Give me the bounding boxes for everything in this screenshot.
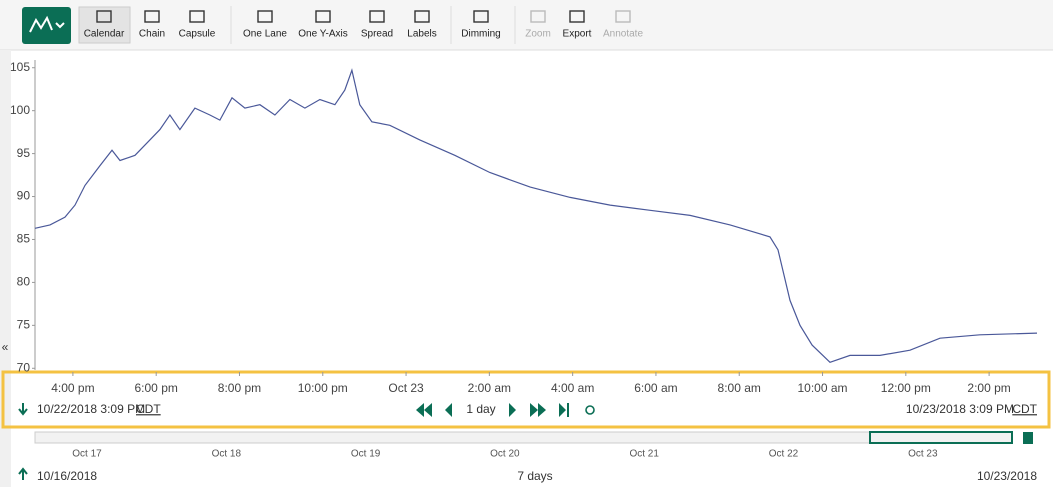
navigator-tick-label: Oct 19	[351, 449, 381, 460]
chart-type-button[interactable]	[22, 7, 71, 44]
dropdown-icon	[55, 22, 65, 29]
x-tick-label: 6:00 pm	[135, 381, 178, 395]
x-tick-label: 10:00 pm	[298, 381, 348, 395]
collapse-icon: «	[2, 340, 9, 354]
navigator-tick-label: Oct 22	[769, 449, 799, 460]
selected-button-bg	[78, 6, 131, 44]
toolbar	[0, 0, 1053, 50]
y-tick-label: 100	[10, 103, 30, 117]
button-label[interactable]: Dimming	[461, 29, 500, 40]
up-arrow[interactable]	[18, 467, 28, 480]
x-tick-label: 4:00 am	[551, 381, 594, 395]
button-label[interactable]: Capsule	[179, 29, 216, 40]
navigator-zoom[interactable]	[1023, 432, 1033, 444]
x-tick-label: 2:00 am	[468, 381, 511, 395]
y-tick-label: 75	[17, 318, 31, 332]
jump-now[interactable]	[559, 403, 569, 417]
button-icon[interactable]	[96, 10, 112, 23]
button-label[interactable]: Labels	[407, 29, 436, 40]
navigator-track	[34, 431, 1013, 444]
x-tick-label: 12:00 pm	[881, 381, 931, 395]
forward-full[interactable]	[530, 403, 546, 417]
button-icon[interactable]	[315, 10, 331, 23]
navigator-tick-label: Oct 18	[212, 449, 242, 460]
back-step[interactable]	[445, 403, 452, 417]
y-tick-label: 90	[17, 189, 31, 203]
x-tick-label: 10:00 am	[798, 381, 848, 395]
x-tick-label: 8:00 am	[718, 381, 761, 395]
range-end[interactable]: 10/23/2018 3:09 PM	[906, 402, 1014, 416]
range-duration[interactable]: 1 day	[466, 402, 495, 416]
y-tick-label: 85	[17, 232, 31, 246]
button-icon[interactable]	[473, 10, 489, 23]
x-tick-label: 4:00 pm	[51, 381, 94, 395]
forward-step[interactable]	[509, 403, 516, 417]
down-arrow[interactable]	[18, 403, 28, 416]
button-icon[interactable]	[369, 10, 385, 23]
button-icon[interactable]	[569, 10, 585, 23]
button-icon	[530, 10, 546, 23]
button-label[interactable]: One Lane	[243, 29, 287, 40]
button-icon	[615, 10, 631, 23]
x-tick-label: 2:00 pm	[967, 381, 1010, 395]
button-label: Annotate	[603, 29, 643, 40]
x-tick-label: Oct 23	[388, 381, 424, 395]
sidebar-collapse[interactable]	[0, 50, 11, 487]
chart-icon	[29, 15, 53, 33]
back-full[interactable]	[416, 403, 432, 417]
button-label[interactable]: Calendar	[84, 29, 125, 40]
navigator-end: 10/23/2018	[977, 469, 1037, 483]
navigator-window[interactable]	[869, 431, 1013, 444]
navigator-tick-label: Oct 21	[629, 449, 659, 460]
range-start[interactable]: 10/22/2018 3:09 PM	[37, 402, 145, 416]
navigator-tick-label: Oct 20	[490, 449, 520, 460]
button-icon[interactable]	[144, 10, 160, 23]
y-tick-label: 80	[17, 275, 31, 289]
button-label: Zoom	[525, 29, 551, 40]
button-icon[interactable]	[414, 10, 430, 23]
highlight-box	[1, 370, 1051, 429]
button-label[interactable]: Spread	[361, 29, 393, 40]
button-icon[interactable]	[257, 10, 273, 23]
y-tick-label: 70	[17, 360, 31, 374]
range-start-tz[interactable]: CDT	[136, 402, 161, 416]
button-label[interactable]: One Y-Axis	[298, 29, 347, 40]
button-icon[interactable]	[189, 10, 205, 23]
navigator-tick-label: Oct 17	[72, 449, 102, 460]
refresh[interactable]	[585, 405, 595, 415]
navigator-start: 10/16/2018	[37, 469, 97, 483]
navigator-tick-label: Oct 23	[908, 449, 938, 460]
x-tick-label: 6:00 am	[634, 381, 677, 395]
series-line	[34, 68, 1038, 363]
range-end-tz[interactable]: CDT	[1012, 402, 1037, 416]
y-tick-label: 95	[17, 146, 31, 160]
button-label[interactable]: Chain	[139, 29, 165, 40]
navigator-span: 7 days	[517, 469, 552, 483]
y-tick-label: 105	[10, 60, 30, 74]
button-label[interactable]: Export	[563, 29, 592, 40]
x-tick-label: 8:00 pm	[218, 381, 261, 395]
